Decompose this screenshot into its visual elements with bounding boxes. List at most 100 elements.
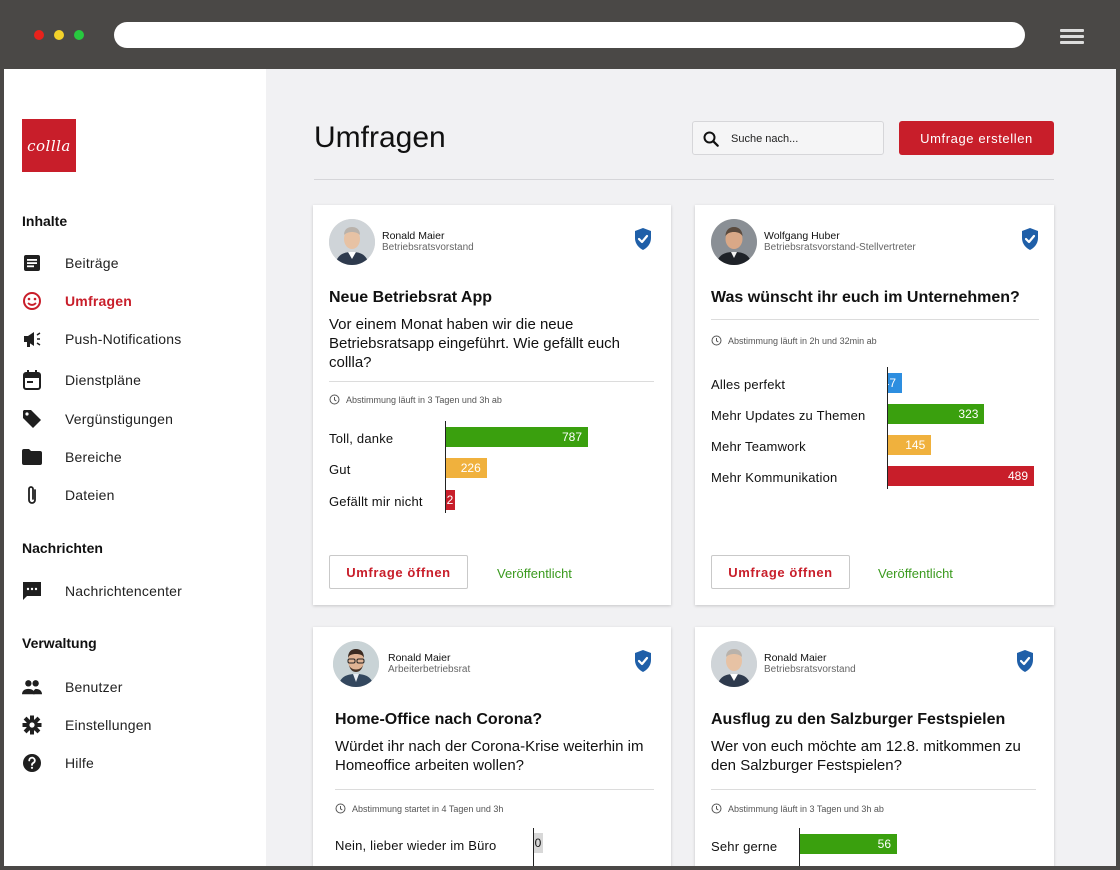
avatar[interactable] <box>329 219 375 265</box>
avatar[interactable] <box>711 641 757 687</box>
poll-timer: Abstimmung startet in 4 Tagen und 3h <box>335 803 503 814</box>
search-input[interactable] <box>731 130 876 148</box>
sidebar-item-label: Benutzer <box>65 679 123 695</box>
users-icon <box>22 677 42 697</box>
poll-timer: Abstimmung läuft in 2h und 32min ab <box>711 335 877 346</box>
poll-title: Home-Office nach Corona? <box>335 711 543 728</box>
section-verwaltung: Verwaltung <box>22 635 97 651</box>
browser-titlebar <box>0 0 1120 69</box>
section-nachrichten: Nachrichten <box>22 540 103 556</box>
author-role: Betriebsratsvorstand-Stellvertreter <box>764 242 916 253</box>
sidebar-item-push-notifications[interactable]: Push-Notifications <box>22 326 252 352</box>
sidebar-item-umfragen[interactable]: Umfragen <box>22 288 252 314</box>
sidebar-item-label: Dateien <box>65 487 115 503</box>
author-name: Ronald Maier <box>388 652 451 664</box>
option-label: Gut <box>329 462 351 477</box>
sidebar: collla Inhalte Beiträge Umfragen Push-No… <box>4 69 266 866</box>
gear-icon <box>22 715 42 735</box>
option-label: Toll, danke <box>329 431 394 446</box>
card-divider <box>711 319 1039 320</box>
option-bar: 0 <box>534 833 543 853</box>
option-bar: 787 <box>446 427 588 447</box>
sidebar-item-hilfe[interactable]: Hilfe <box>22 750 252 776</box>
sidebar-item-label: Dienstpläne <box>65 372 142 388</box>
hamburger-menu-icon[interactable] <box>1060 29 1084 44</box>
sidebar-item-benutzer[interactable]: Benutzer <box>22 674 252 700</box>
author-name: Ronald Maier <box>764 652 827 664</box>
calendar-icon <box>22 370 42 390</box>
title-divider <box>314 179 1054 180</box>
folder-icon <box>22 447 42 467</box>
article-icon <box>22 253 42 273</box>
open-poll-button[interactable]: Umfrage öffnen <box>329 555 468 589</box>
address-bar[interactable] <box>114 22 1025 48</box>
poll-description: Wer von euch möchte am 12.8. mitkommen z… <box>711 738 1021 774</box>
sidebar-item-label: Bereiche <box>65 449 122 465</box>
avatar[interactable] <box>333 641 379 687</box>
sidebar-item-beitraege[interactable]: Beiträge <box>22 250 252 276</box>
megaphone-icon <box>22 329 42 349</box>
window-maximize-dot[interactable] <box>74 30 84 40</box>
poll-title: Neue Betriebsrat App <box>329 289 492 306</box>
option-bar: 226 <box>446 458 487 478</box>
poll-timer-text: Abstimmung läuft in 3 Tagen und 3h ab <box>346 394 502 405</box>
clock-icon <box>711 335 722 346</box>
option-bar: 323 <box>888 404 985 424</box>
clock-icon <box>329 394 340 405</box>
main-content: Umfragen Umfrage erstellen Ronald Maier … <box>266 69 1116 866</box>
sidebar-item-einstellungen[interactable]: Einstellungen <box>22 712 252 738</box>
sidebar-item-label: Umfragen <box>65 293 132 309</box>
poll-card: Ronald Maier Betriebsratsvorstand Neue B… <box>313 205 671 605</box>
clock-icon <box>335 803 346 814</box>
sidebar-item-dienstplaene[interactable]: Dienstpläne <box>22 367 252 393</box>
author-name: Ronald Maier <box>382 230 445 242</box>
card-divider <box>329 381 654 382</box>
author-name: Wolfgang Huber <box>764 230 840 242</box>
poll-timer: Abstimmung läuft in 3 Tagen und 3h ab <box>329 394 502 405</box>
chart-axis <box>799 828 800 866</box>
author-role: Betriebsratsvorstand <box>764 664 856 675</box>
smiley-icon <box>22 291 42 311</box>
poll-timer: Abstimmung läuft in 3 Tagen und 3h ab <box>711 803 884 814</box>
verified-shield-icon <box>633 649 653 673</box>
option-label: Gefällt mir nicht <box>329 494 423 509</box>
option-bar: 145 <box>888 435 932 455</box>
poll-timer-text: Abstimmung läuft in 3 Tagen und 3h ab <box>728 803 884 814</box>
collla-logo[interactable]: collla <box>22 119 76 172</box>
sidebar-item-verguenstigungen[interactable]: Vergünstigungen <box>22 406 252 432</box>
option-label: Alles perfekt <box>711 377 786 392</box>
sidebar-item-label: Push-Notifications <box>65 331 182 347</box>
poll-timer-text: Abstimmung läuft in 2h und 32min ab <box>728 335 877 346</box>
paperclip-icon <box>22 485 42 505</box>
sidebar-item-nachrichtencenter[interactable]: Nachrichtencenter <box>22 578 252 604</box>
sidebar-item-label: Einstellungen <box>65 717 152 733</box>
sidebar-item-bereiche[interactable]: Bereiche <box>22 444 252 470</box>
option-bar: 47 <box>888 373 903 393</box>
option-label: Mehr Updates zu Themen <box>711 408 866 423</box>
option-bar: 56 <box>800 834 897 854</box>
verified-shield-icon <box>1020 227 1040 251</box>
sidebar-item-dateien[interactable]: Dateien <box>22 482 252 508</box>
chart-axis <box>445 421 446 513</box>
poll-card: Wolfgang Huber Betriebsratsvorstand-Stel… <box>695 205 1054 605</box>
card-divider <box>711 789 1036 790</box>
search-box[interactable] <box>692 121 884 155</box>
option-label: Mehr Teamwork <box>711 439 806 454</box>
create-poll-button[interactable]: Umfrage erstellen <box>899 121 1054 155</box>
app-viewport: collla Inhalte Beiträge Umfragen Push-No… <box>4 69 1116 866</box>
poll-timer-text: Abstimmung startet in 4 Tagen und 3h <box>352 803 504 814</box>
section-inhalte: Inhalte <box>22 213 68 229</box>
tag-icon <box>22 409 42 429</box>
option-bar: 2 <box>446 490 455 510</box>
author-role: Arbeiterbetriebsrat <box>388 664 471 675</box>
avatar[interactable] <box>711 219 757 265</box>
sidebar-item-label: Nachrichtencenter <box>65 583 183 599</box>
sidebar-item-label: Vergünstigungen <box>65 411 174 427</box>
page-title: Umfragen <box>314 121 446 154</box>
poll-card: Ronald Maier Betriebsratsvorstand Ausflu… <box>695 627 1054 866</box>
chart-axis <box>533 828 534 866</box>
window-close-dot[interactable] <box>34 30 44 40</box>
open-poll-button[interactable]: Umfrage öffnen <box>711 555 850 589</box>
window-minimize-dot[interactable] <box>54 30 64 40</box>
